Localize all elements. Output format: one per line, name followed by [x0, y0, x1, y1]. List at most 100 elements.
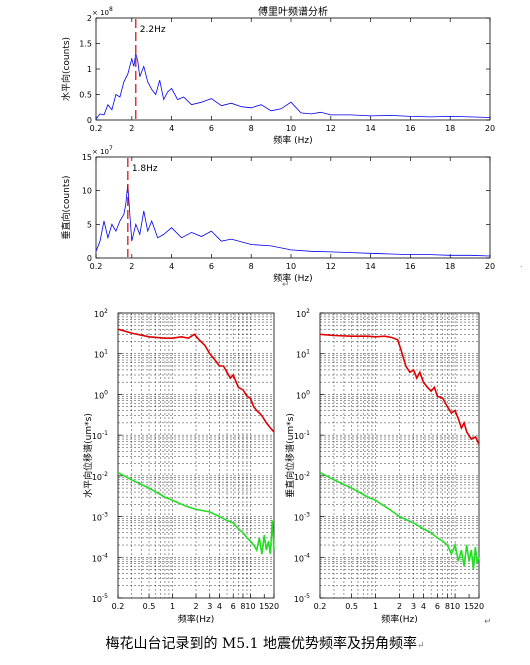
- y-tick-exponent: -5: [102, 593, 108, 600]
- y-tick-exponent: -1: [102, 430, 108, 437]
- x-tick-label: 10: [450, 602, 460, 611]
- y-tick-exponent: -1: [304, 430, 310, 437]
- y-tick-exponent: -4: [304, 552, 310, 559]
- y-tick-exponent: -3: [102, 512, 108, 519]
- x-tick-label: 3: [207, 602, 212, 611]
- plot-frame: [319, 312, 480, 599]
- x-tick-label: 0.5: [345, 602, 358, 611]
- x-tick-label: 16: [405, 124, 415, 133]
- x-tick-label: 10: [245, 602, 255, 611]
- y-tick-label: 15: [82, 153, 92, 162]
- y-tick-label: 10-4: [294, 552, 310, 563]
- y-tick-label: 100: [94, 389, 108, 400]
- y-tick-label: 10-4: [92, 552, 108, 563]
- spectrum-line: [95, 53, 491, 120]
- y-tick-label: 10: [82, 187, 92, 196]
- y-tick-exponent: 1: [104, 349, 108, 356]
- y-axis-label: 垂直向位移谱(um*s): [284, 413, 296, 498]
- x-tick-label: 18: [445, 124, 455, 133]
- y-tick-label: 101: [296, 349, 310, 360]
- y-tick-exponent: 2: [104, 308, 108, 315]
- y-tick-label: 10-2: [294, 471, 310, 482]
- y-tick-label: 1: [87, 65, 92, 74]
- caption-text: 梅花山台记录到的 M5.1 地震优势频率及拐角频率: [105, 636, 417, 652]
- x-tick-label: 4: [421, 602, 426, 611]
- y-tick-label: 10-3: [294, 512, 310, 523]
- x-tick-label: 10: [286, 262, 296, 271]
- x-tick-label: 2: [397, 602, 402, 611]
- y-tick-label: 0: [87, 116, 92, 125]
- y-tick-label: 100: [296, 389, 310, 400]
- y-tick-label: 10-5: [92, 593, 108, 604]
- x-tick-label: 15: [464, 602, 474, 611]
- x-tick-label: 2: [129, 262, 134, 271]
- y-tick-label: 102: [94, 308, 108, 319]
- x-tick-label: 0.5: [143, 602, 156, 611]
- x-tick-label: 8: [249, 124, 254, 133]
- displacement-spectrum-signal: [117, 328, 275, 433]
- x-tick-label: 10: [286, 124, 296, 133]
- x-tick-label: 6: [435, 602, 440, 611]
- x-tick-label: 0.2: [90, 124, 103, 133]
- x-tick-label: 12: [326, 262, 336, 271]
- x-tick-label: 0.2: [112, 602, 125, 611]
- x-tick-label: 0.2: [90, 262, 103, 271]
- x-tick-label: 3: [411, 602, 416, 611]
- y-tick-label: 102: [296, 308, 310, 319]
- y-tick-label: 5: [87, 220, 92, 229]
- x-tick-label: 4: [169, 124, 174, 133]
- side-mark: ˙: [519, 266, 524, 276]
- paragraph-mark: ↵: [416, 641, 425, 651]
- y-tick-label: 0.5: [79, 91, 92, 100]
- y-multiplier: × 108: [92, 6, 113, 17]
- peak-label: 1.8Hz: [132, 164, 158, 174]
- x-tick-label: 14: [366, 124, 376, 133]
- y-tick-exponent: -2: [102, 471, 108, 478]
- x-tick-label: 1: [373, 602, 378, 611]
- y-tick-label: 10-3: [92, 512, 108, 523]
- x-tick-label: 8: [240, 602, 245, 611]
- x-axis-label: 频率 (Hz): [273, 134, 312, 146]
- x-axis-label: 频率 (Hz): [273, 272, 312, 284]
- displacement-spectrum-signal: [319, 333, 480, 445]
- y-tick-label: 10-2: [92, 471, 108, 482]
- x-tick-label: 6: [209, 124, 214, 133]
- y-tick-exponent: 0: [104, 389, 108, 396]
- displacement-panel-2: 0.2 0.5 1 2 3 4 6 8 10 15 2010-510-410-310-210-110…: [284, 308, 484, 625]
- x-tick-label: 16: [405, 262, 415, 271]
- spectrum-line: [95, 183, 491, 257]
- x-tick-label: 2: [129, 124, 134, 133]
- x-tick-label: 20: [269, 602, 279, 611]
- y-axis-label: 水平向(counts): [60, 37, 72, 101]
- plot-frame: [95, 17, 491, 121]
- y-tick-exponent: -2: [304, 471, 310, 478]
- x-tick-label: 8: [445, 602, 450, 611]
- x-tick-label: 4: [169, 262, 174, 271]
- y-multiplier: × 107: [92, 145, 113, 156]
- peak-label: 2.2Hz: [140, 25, 166, 35]
- x-tick-label: 12: [326, 124, 336, 133]
- y-axis-label: 垂直向(counts): [60, 175, 72, 239]
- x-tick-label: 15: [259, 602, 269, 611]
- x-tick-label: 8: [249, 262, 254, 271]
- x-tick-label: 20: [485, 124, 495, 133]
- x-tick-label: 2: [193, 602, 198, 611]
- x-tick-label: 20: [474, 602, 484, 611]
- y-tick-label: 10-5: [294, 593, 310, 604]
- y-tick-exponent: 2: [306, 308, 310, 315]
- y-exponent: 8: [109, 6, 113, 13]
- y-exponent: 7: [109, 145, 113, 152]
- y-tick-label: 1.5: [79, 40, 92, 49]
- y-tick-exponent: 1: [306, 349, 310, 356]
- x-axis-label: 频率(Hz): [381, 613, 418, 625]
- x-tick-label: 20: [485, 262, 495, 271]
- x-tick-label: 6: [209, 262, 214, 271]
- y-tick-label: 101: [94, 349, 108, 360]
- displacement-spectrum-noise: [117, 471, 275, 555]
- y-axis-label: 水平向位移谱(um*s): [82, 413, 94, 498]
- figure-caption: 梅花山台记录到的 M5.1 地震优势频率及拐角频率↵: [0, 633, 530, 653]
- y-tick-exponent: 0: [306, 389, 310, 396]
